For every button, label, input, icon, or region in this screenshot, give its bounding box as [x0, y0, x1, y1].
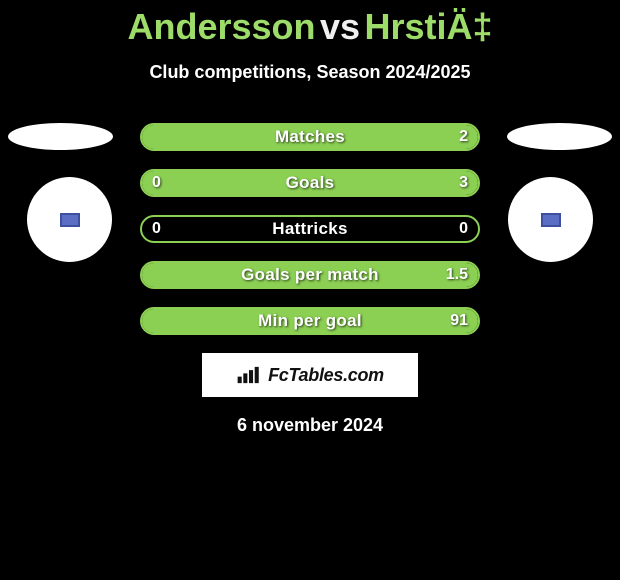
bar-chart-icon [236, 364, 262, 386]
player-right-shadow [507, 123, 612, 150]
player-left-shadow [8, 123, 113, 150]
brand-box[interactable]: FcTables.com [202, 353, 418, 397]
stat-label: Matches [142, 125, 478, 149]
stat-label: Min per goal [142, 309, 478, 333]
stat-label: Goals per match [142, 263, 478, 287]
placeholder-icon [60, 213, 80, 227]
stat-row: Matches2 [140, 123, 480, 151]
player-left-badge [27, 177, 112, 262]
brand-label: FcTables.com [268, 365, 384, 386]
stat-right-value: 0 [459, 217, 468, 241]
stat-row: 0Hattricks0 [140, 215, 480, 243]
placeholder-icon [541, 213, 561, 227]
player-right-badge [508, 177, 593, 262]
stat-row: 0Goals3 [140, 169, 480, 197]
stat-right-value: 1.5 [446, 263, 468, 287]
stat-row: Min per goal91 [140, 307, 480, 335]
vs-label: vs [320, 6, 360, 47]
stat-label: Hattricks [142, 217, 478, 241]
date-label: 6 november 2024 [0, 415, 620, 436]
stat-right-value: 3 [459, 171, 468, 195]
stat-right-value: 2 [459, 125, 468, 149]
comparison-subtitle: Club competitions, Season 2024/2025 [0, 62, 620, 83]
player-right-name: HrstiÄ‡ [364, 6, 492, 47]
comparison-title: Andersson vs HrstiÄ‡ [0, 0, 620, 48]
stats-container: Matches20Goals30Hattricks0Goals per matc… [140, 123, 480, 335]
stat-row: Goals per match1.5 [140, 261, 480, 289]
stat-label: Goals [142, 171, 478, 195]
player-left-name: Andersson [127, 6, 315, 47]
stat-right-value: 91 [450, 309, 468, 333]
